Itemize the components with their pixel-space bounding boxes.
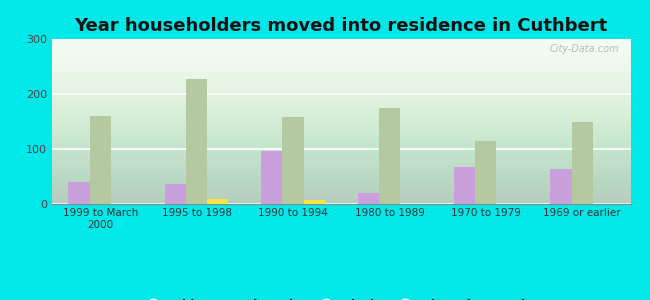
Bar [304,200,325,204]
Bar [379,108,400,204]
Bar [358,193,379,204]
Bar [186,79,207,204]
Bar [90,116,110,204]
Bar [475,141,497,204]
Bar [68,182,90,204]
Bar [454,167,475,204]
Title: Year householders moved into residence in Cuthbert: Year householders moved into residence i… [75,17,608,35]
Bar [165,184,186,204]
Bar [261,151,283,204]
Bar [207,199,228,204]
Bar [283,117,304,204]
Legend: White Non-Hispanic, Black, Hispanic or Latino: White Non-Hispanic, Black, Hispanic or L… [136,295,546,300]
Bar [572,122,593,204]
Bar [551,169,572,204]
Text: City-Data.com: City-Data.com [549,44,619,54]
